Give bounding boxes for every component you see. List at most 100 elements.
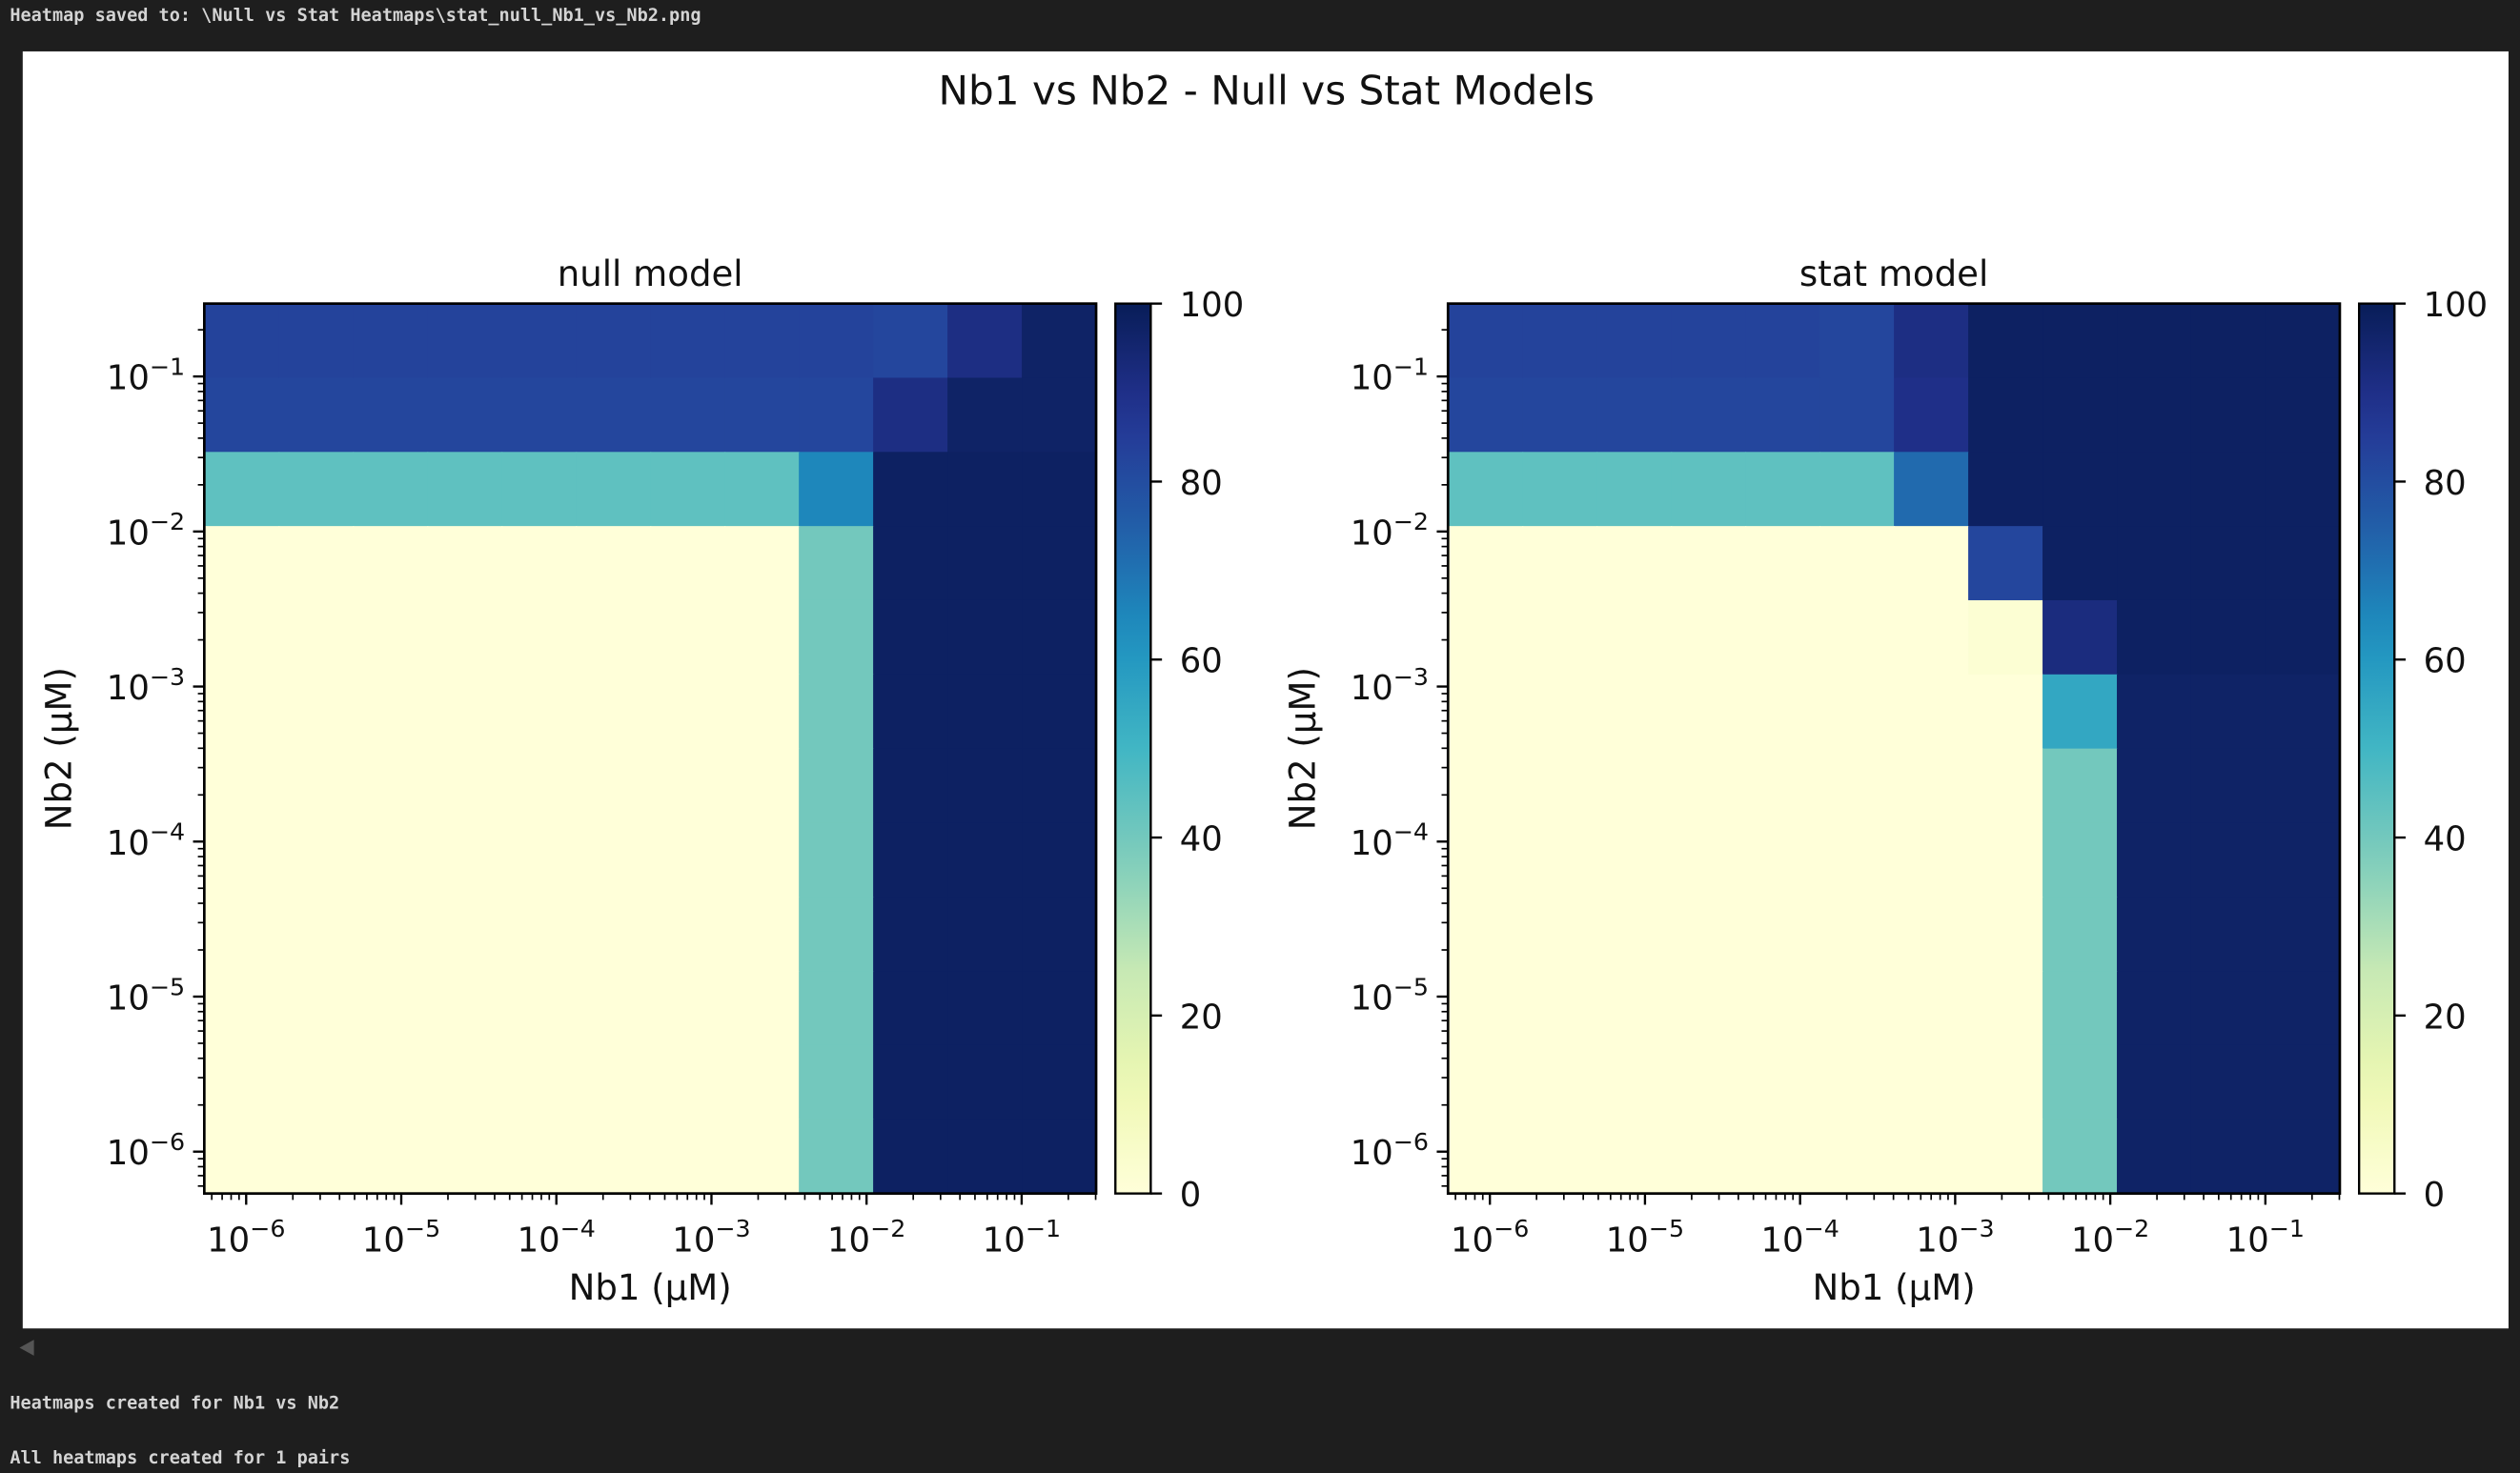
- heatmap-cell: [1968, 452, 2044, 528]
- heatmap-cell: [353, 674, 429, 750]
- heatmap-cell: [2265, 674, 2341, 750]
- heatmap-cell: [799, 303, 875, 379]
- heatmap-cell: [947, 748, 1024, 824]
- heatmap-cell: [1671, 377, 1747, 454]
- heatmap-cell: [2190, 1044, 2266, 1120]
- heatmap-cell: [1968, 1119, 2044, 1195]
- heatmap-cell: [576, 897, 652, 973]
- heatmap-cell: [2265, 303, 2341, 379]
- heatmap-cell: [1819, 1044, 1896, 1120]
- heatmap-cell: [650, 377, 726, 454]
- x-tick-label: 10−6: [207, 1215, 285, 1260]
- heatmap-cell: [427, 303, 503, 379]
- x-tick-label: 10−1: [983, 1215, 1061, 1260]
- panel-null-model: null model 10−6 10−5 10−4 10−3 10−2 10−1 10−6 10…: [38, 253, 1244, 1308]
- colorbar-tick-label: 40: [1180, 820, 1223, 859]
- heatmap-cell: [1022, 1119, 1098, 1195]
- heatmap-cell: [576, 377, 652, 454]
- heatmap-cell: [2190, 599, 2266, 676]
- x-tick-label: 10−4: [518, 1215, 596, 1260]
- heatmap-cell: [724, 897, 801, 973]
- heatmap-cell: [1522, 1044, 1598, 1120]
- heatmap-cell: [2042, 971, 2119, 1046]
- x-axis-label: Nb1 (µM): [1813, 1267, 1976, 1308]
- heatmap-cell: [873, 897, 949, 973]
- heatmap-cell: [650, 599, 726, 676]
- x-tick-label: 10−5: [1606, 1215, 1684, 1260]
- heatmap-cell: [204, 674, 280, 750]
- heatmap-cell: [1596, 1044, 1673, 1120]
- heatmap-cell: [873, 526, 949, 601]
- heatmap-cell: [1022, 452, 1098, 528]
- heatmap-cell: [1522, 599, 1598, 676]
- heatmap-cell: [1819, 748, 1896, 824]
- heatmap-cell: [873, 599, 949, 676]
- colorbar-tick-label: 80: [1180, 464, 1223, 503]
- heatmap-cell: [427, 674, 503, 750]
- heatmap-cell: [1671, 303, 1747, 379]
- heatmap-cell: [2117, 748, 2193, 824]
- heatmap-cell: [1448, 526, 1524, 601]
- heatmap-cell: [873, 748, 949, 824]
- heatmap-cell: [650, 526, 726, 601]
- heatmap-cell: [1448, 1044, 1524, 1120]
- heatmap-cell: [1894, 971, 1970, 1046]
- heatmap-cell: [576, 748, 652, 824]
- heatmap-cell: [1448, 822, 1524, 898]
- x-tick-label: 10−3: [1916, 1215, 1994, 1260]
- heatmap-cell: [1671, 897, 1747, 973]
- heatmap-cell: [873, 1044, 949, 1120]
- heatmap-cell: [2117, 897, 2193, 973]
- heatmap-cell: [2265, 897, 2341, 973]
- heatmap-cell: [353, 971, 429, 1046]
- heatmap-cell: [947, 674, 1024, 750]
- heatmap-cell: [427, 748, 503, 824]
- heatmap-cell: [1745, 452, 1821, 528]
- heatmap-cell: [1968, 377, 2044, 454]
- heatmap-cell: [576, 674, 652, 750]
- heatmap-cell: [2190, 971, 2266, 1046]
- heatmap-cell: [724, 822, 801, 898]
- heatmap-cell: [1819, 674, 1896, 750]
- heatmap-cell: [1894, 1044, 1970, 1120]
- heatmap-cell: [278, 1119, 355, 1195]
- heatmap-cell: [427, 452, 503, 528]
- heatmap-cell: [427, 377, 503, 454]
- heatmap-cell: [353, 1119, 429, 1195]
- heatmap-cell: [724, 377, 801, 454]
- scroll-left-icon[interactable]: [19, 1340, 34, 1356]
- colorbar-tick-label: 60: [1180, 642, 1223, 681]
- heatmap-cell: [353, 1044, 429, 1120]
- y-tick-label: 10−5: [1351, 973, 1429, 1018]
- heatmap-cell: [1745, 971, 1821, 1046]
- heatmap-cell: [1968, 674, 2044, 750]
- heatmap-cell: [576, 303, 652, 379]
- heatmap-cell: [1671, 674, 1747, 750]
- heatmap-cell: [724, 303, 801, 379]
- heatmap-cell: [873, 971, 949, 1046]
- heatmap-cell: [1894, 748, 1970, 824]
- heatmap-cell: [278, 1044, 355, 1120]
- heatmap-cell: [2042, 303, 2119, 379]
- heatmap-cell: [353, 452, 429, 528]
- heatmap-cell: [2042, 1119, 2119, 1195]
- colorbar-tick-label: 100: [1180, 286, 1245, 325]
- heatmap-cell: [2117, 674, 2193, 750]
- heatmap-cell: [2190, 452, 2266, 528]
- heatmap-cell: [501, 1044, 578, 1120]
- heatmap-cell: [204, 897, 280, 973]
- heatmap-cell: [501, 1119, 578, 1195]
- heatmap-cell: [1022, 526, 1098, 601]
- heatmap-cell: [1522, 526, 1598, 601]
- heatmap-cell: [947, 452, 1024, 528]
- heatmap-cell: [1671, 971, 1747, 1046]
- heatmap-cell: [1448, 748, 1524, 824]
- heatmap-cell: [1448, 599, 1524, 676]
- heatmap-cell: [799, 452, 875, 528]
- heatmap-cell: [1596, 303, 1673, 379]
- heatmap-cell: [724, 748, 801, 824]
- heatmap-cell: [576, 822, 652, 898]
- y-tick-label: 10−3: [1351, 663, 1429, 708]
- heatmap-cell: [2117, 599, 2193, 676]
- heatmap-cell: [2117, 526, 2193, 601]
